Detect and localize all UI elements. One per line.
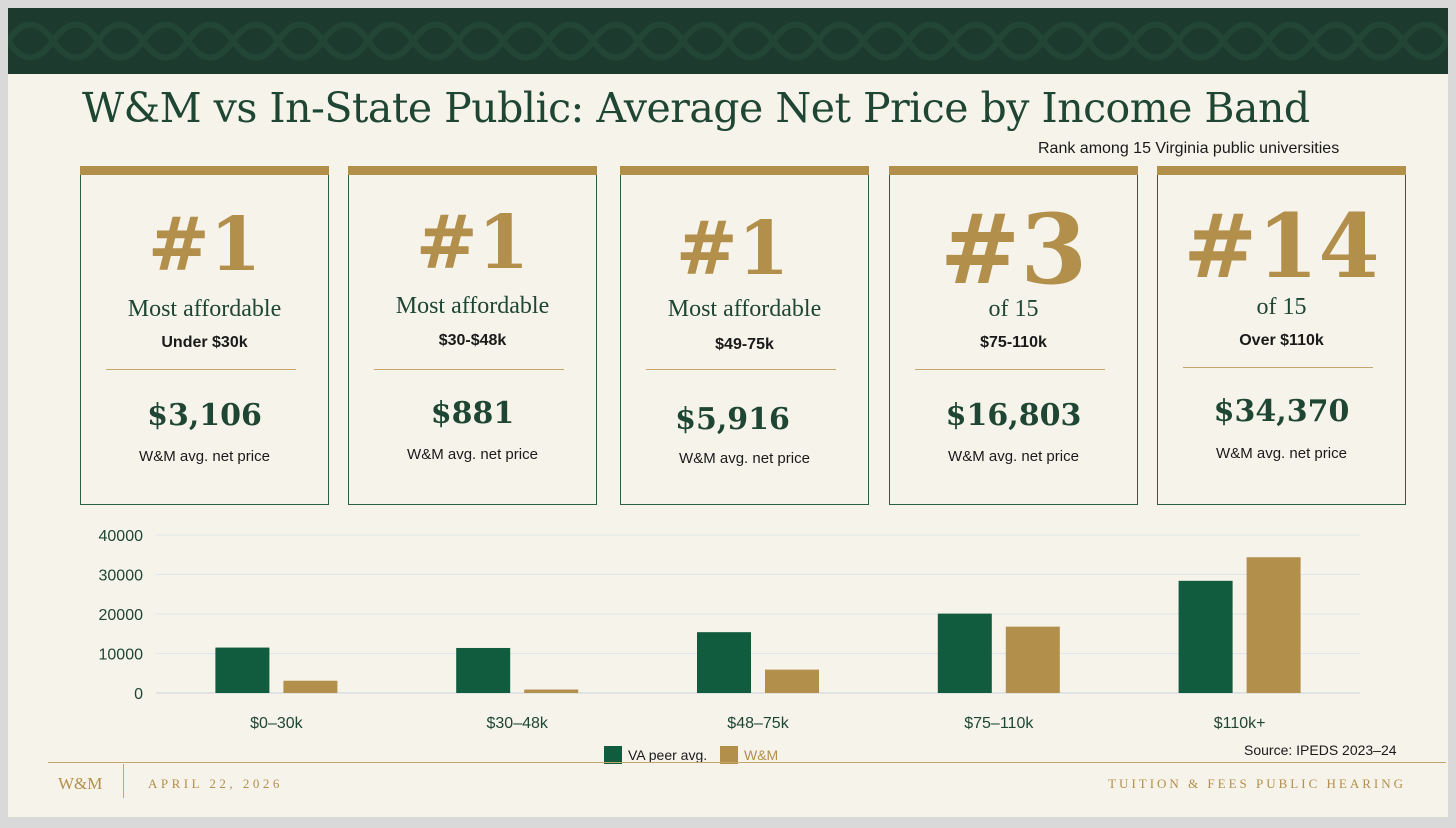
footer-separator	[123, 764, 124, 798]
net-price: $881	[430, 396, 515, 431]
rank-label: Most affordable	[667, 296, 822, 322]
y-tick-label: 10000	[99, 647, 144, 664]
footer-event: TUITION & FEES PUBLIC HEARING	[1108, 776, 1406, 791]
bar-wm	[524, 689, 579, 693]
legend-label: W&M	[744, 747, 778, 763]
net-price: $16,803	[945, 398, 1082, 433]
card-frame	[889, 175, 1138, 505]
card-frame	[1157, 175, 1406, 505]
net-price: $5,916	[675, 402, 790, 437]
rank-card-5: #14 of 15 Over $110k $34,370 W&M avg. ne…	[1157, 166, 1406, 505]
rank-label: Most affordable	[127, 296, 282, 322]
net-price: $3,106	[147, 398, 262, 433]
income-band: Over $110k	[1239, 332, 1324, 349]
legend-swatch	[604, 746, 622, 764]
y-tick-label: 20000	[99, 607, 144, 624]
rank-card-4: #3 of 15 $75-110k $16,803 W&M avg. net p…	[889, 166, 1138, 505]
x-tick-label: $75–110k	[964, 715, 1034, 732]
bar-va-peer	[937, 613, 992, 693]
bar-wm	[283, 680, 338, 693]
y-tick-label: 30000	[99, 568, 144, 585]
rank-card-1: #1 Most affordable Under $30k $3,106 W&M…	[80, 166, 329, 505]
bar-va-peer	[215, 647, 270, 693]
rank-note: Rank among 15 Virginia public universiti…	[1038, 140, 1340, 157]
x-tick-label: $48–75k	[727, 715, 789, 732]
card-accent-bar	[1157, 166, 1406, 175]
bar-wm	[765, 669, 819, 693]
rank-value: #14	[1183, 194, 1380, 298]
rank-value: #1	[675, 206, 790, 292]
rank-label: of 15	[1256, 294, 1307, 320]
net-price-label: W&M avg. net price	[679, 450, 810, 467]
rank-label: Most affordable	[395, 293, 550, 319]
bar-va-peer	[697, 632, 751, 693]
card-divider	[915, 369, 1105, 370]
footer-logo: W&M	[58, 774, 103, 793]
card-accent-bar	[889, 166, 1138, 175]
net-price: $34,370	[1213, 394, 1350, 429]
rank-value: #1	[147, 202, 262, 288]
rank-value: #1	[415, 200, 530, 286]
y-tick-label: 40000	[99, 528, 144, 545]
rank-label: of 15	[988, 296, 1039, 322]
bar-va-peer	[1178, 580, 1233, 693]
page-title: W&M vs In-State Public: Average Net Pric…	[82, 84, 1310, 132]
bar-va-peer	[456, 647, 511, 693]
income-band: $75-110k	[980, 334, 1047, 351]
income-band: $30-$48k	[438, 332, 507, 349]
bar-wm	[1246, 557, 1301, 693]
header-band	[8, 8, 1448, 74]
y-tick-label: 0	[134, 686, 143, 703]
x-tick-label: $0–30k	[250, 715, 303, 732]
card-accent-bar	[620, 166, 869, 175]
net-price-label: W&M avg. net price	[1216, 445, 1347, 462]
card-frame	[80, 175, 329, 505]
rank-card-3: #1 Most affordable $49-75k $5,916 W&M av…	[620, 166, 869, 505]
card-divider	[106, 369, 296, 370]
net-price-bar-chart: 0 10000 20000 30000 40000 $0–30k $30–48k $48–75…	[99, 528, 1360, 764]
lattice-pattern	[8, 8, 1448, 74]
x-tick-label: $110k+	[1214, 715, 1266, 732]
rank-card-2: #1 Most affordable $30-$48k $881 W&M avg…	[348, 166, 597, 505]
slide: W&M vs In-State Public: Average Net Pric…	[8, 8, 1448, 817]
footer-divider	[48, 762, 1446, 763]
card-frame	[620, 175, 869, 505]
legend-swatch	[720, 746, 738, 764]
x-tick-label: $30–48k	[487, 715, 549, 732]
card-divider	[374, 369, 564, 370]
net-price-label: W&M avg. net price	[948, 448, 1079, 465]
net-price-label: W&M avg. net price	[139, 448, 270, 465]
net-price-label: W&M avg. net price	[407, 446, 538, 463]
card-accent-bar	[348, 166, 597, 175]
legend-label: VA peer avg.	[628, 747, 707, 763]
card-divider	[1183, 367, 1373, 368]
card-divider	[646, 369, 836, 370]
card-frame	[348, 175, 597, 505]
income-band: Under $30k	[161, 334, 248, 351]
income-band: $49-75k	[715, 336, 774, 353]
source-note: Source: IPEDS 2023–24	[1244, 742, 1397, 758]
card-accent-bar	[80, 166, 329, 175]
footer-date: APRIL 22, 2026	[148, 776, 283, 791]
rank-value: #3	[939, 193, 1088, 306]
bar-wm	[1005, 626, 1060, 693]
